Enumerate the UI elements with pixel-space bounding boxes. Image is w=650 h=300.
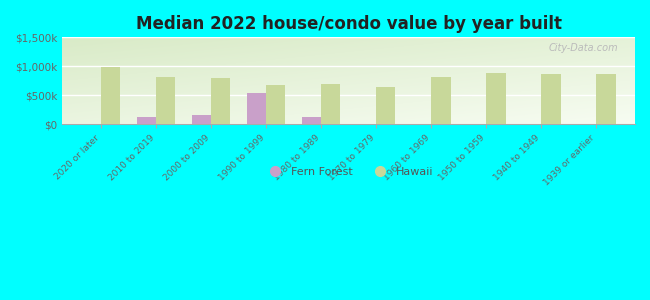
Bar xyxy=(192,115,211,124)
Bar xyxy=(486,73,506,124)
Text: City-Data.com: City-Data.com xyxy=(548,44,617,53)
Bar xyxy=(321,84,341,124)
Bar xyxy=(101,67,120,124)
Bar xyxy=(597,74,616,124)
Bar xyxy=(211,79,230,124)
Bar xyxy=(247,93,266,124)
Bar xyxy=(431,77,450,124)
Bar xyxy=(541,74,561,124)
Bar xyxy=(136,117,156,124)
Legend: Fern Forest, Hawaii: Fern Forest, Hawaii xyxy=(259,162,437,181)
Bar xyxy=(376,87,395,124)
Bar xyxy=(302,117,321,124)
Title: Median 2022 house/condo value by year built: Median 2022 house/condo value by year bu… xyxy=(136,15,562,33)
Bar xyxy=(266,85,285,124)
Bar xyxy=(156,77,175,124)
